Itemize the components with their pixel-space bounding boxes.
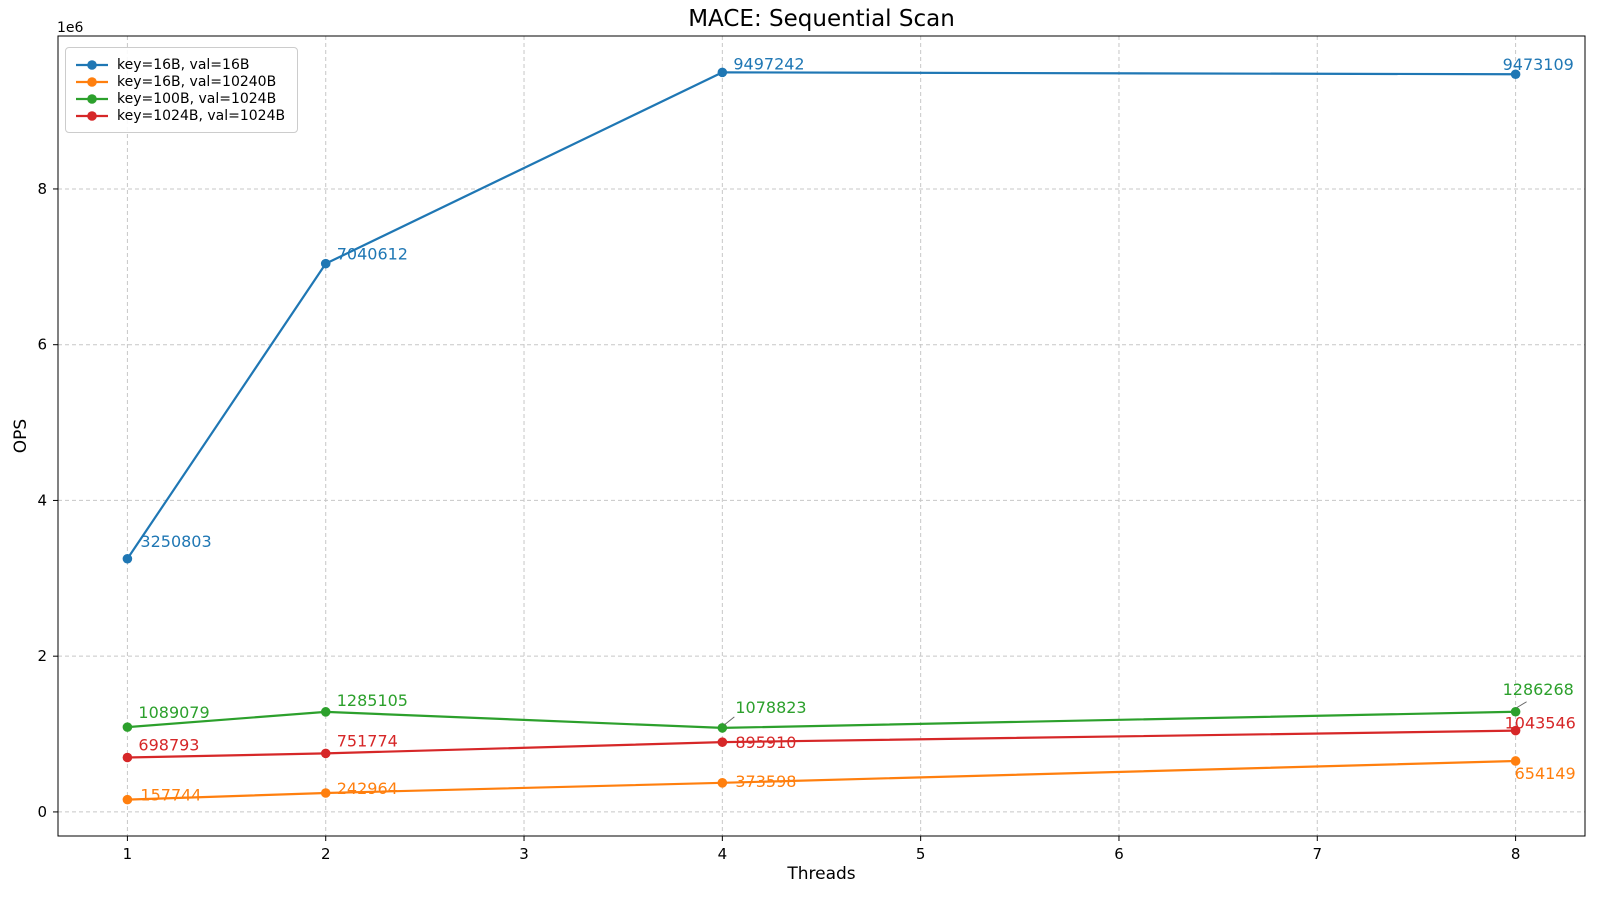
data-point-2-1 <box>320 707 331 717</box>
data-point-0-3 <box>1510 69 1521 80</box>
data-label-1-2: 373598 <box>735 772 796 791</box>
x-tick-label-1: 1 <box>123 845 133 863</box>
data-label-0-0: 3250803 <box>140 532 211 551</box>
data-label-3-2: 895910 <box>735 733 796 752</box>
x-tick-label-5: 5 <box>916 845 926 863</box>
label-leader-2-3 <box>1516 701 1527 709</box>
legend-label: key=16B, val=16B <box>117 56 250 73</box>
data-point-3-1 <box>320 748 331 759</box>
y-tick-label-2000000: 2 <box>37 647 47 665</box>
x-tick-label-6: 6 <box>1114 845 1124 863</box>
data-point-1-2 <box>717 778 728 788</box>
data-point-3-0 <box>122 752 133 763</box>
data-label-3-1: 751774 <box>337 731 398 750</box>
x-tick-label-3: 3 <box>519 845 529 863</box>
series-line-0 <box>126 71 1516 560</box>
data-label-3-0: 698793 <box>138 736 199 755</box>
data-label-1-3: 654149 <box>1515 764 1576 783</box>
data-point-1-3 <box>1510 756 1521 766</box>
data-label-1-0: 157744 <box>140 786 201 805</box>
legend-marker-icon <box>76 76 108 87</box>
data-point-0-1 <box>320 258 331 269</box>
data-label-2-3: 1286268 <box>1503 680 1574 699</box>
x-tick-label-7: 7 <box>1313 845 1323 863</box>
legend-marker-icon <box>76 93 108 104</box>
data-point-0-2 <box>717 67 728 78</box>
data-point-1-0 <box>122 794 133 805</box>
chart-title: MACE: Sequential Scan <box>688 6 955 32</box>
y-tick-label-4000000: 4 <box>37 491 47 509</box>
series-line-3 <box>127 729 1516 759</box>
data-label-0-1: 7040612 <box>337 245 408 264</box>
legend-item-1: key=16B, val=10240B <box>75 73 285 90</box>
y-tick-label-0: 0 <box>37 803 47 821</box>
x-tick-label-4: 4 <box>718 845 728 863</box>
series-line-1 <box>127 759 1516 801</box>
legend-item-0: key=16B, val=16B <box>75 56 285 73</box>
data-point-0-0 <box>122 553 133 564</box>
legend-item-3: key=1024B, val=1024B <box>75 107 285 124</box>
label-leader-2-2 <box>724 716 735 726</box>
data-label-2-1: 1285105 <box>337 691 408 710</box>
data-label-0-3: 9473109 <box>1503 55 1574 74</box>
data-label-2-2: 1078823 <box>735 698 806 717</box>
legend-label: key=100B, val=1024B <box>117 90 277 107</box>
plot-border <box>57 35 1586 837</box>
legend-marker-icon <box>76 110 108 121</box>
legend-item-2: key=100B, val=1024B <box>75 90 285 107</box>
data-point-3-2 <box>717 737 728 747</box>
data-label-3-3: 1043546 <box>1505 714 1576 733</box>
legend: key=16B, val=16B key=16B, val=10240B key=1… <box>65 47 299 133</box>
data-point-3-3 <box>1510 725 1521 736</box>
legend-label: key=1024B, val=1024B <box>117 107 286 124</box>
x-axis-title: Threads <box>787 864 856 884</box>
legend-label: key=16B, val=10240B <box>117 73 277 90</box>
y-tick-label-8000000: 8 <box>37 180 47 198</box>
y-tick-label-6000000: 6 <box>37 336 47 354</box>
data-label-2-0: 1089079 <box>138 703 209 722</box>
x-tick-label-2: 2 <box>321 845 331 863</box>
series-line-2 <box>127 710 1516 730</box>
legend-marker-icon <box>76 59 108 70</box>
data-label-0-2: 9497242 <box>733 54 804 73</box>
data-point-2-2 <box>717 723 728 733</box>
y-axis-title: OPS <box>11 418 31 454</box>
data-point-1-1 <box>320 788 331 798</box>
data-point-2-3 <box>1510 706 1521 717</box>
data-label-1-1: 242964 <box>337 779 398 798</box>
y-axis-offset-label: 1e6 <box>57 20 84 36</box>
data-point-2-0 <box>122 722 133 732</box>
x-tick-label-8: 8 <box>1511 845 1521 863</box>
